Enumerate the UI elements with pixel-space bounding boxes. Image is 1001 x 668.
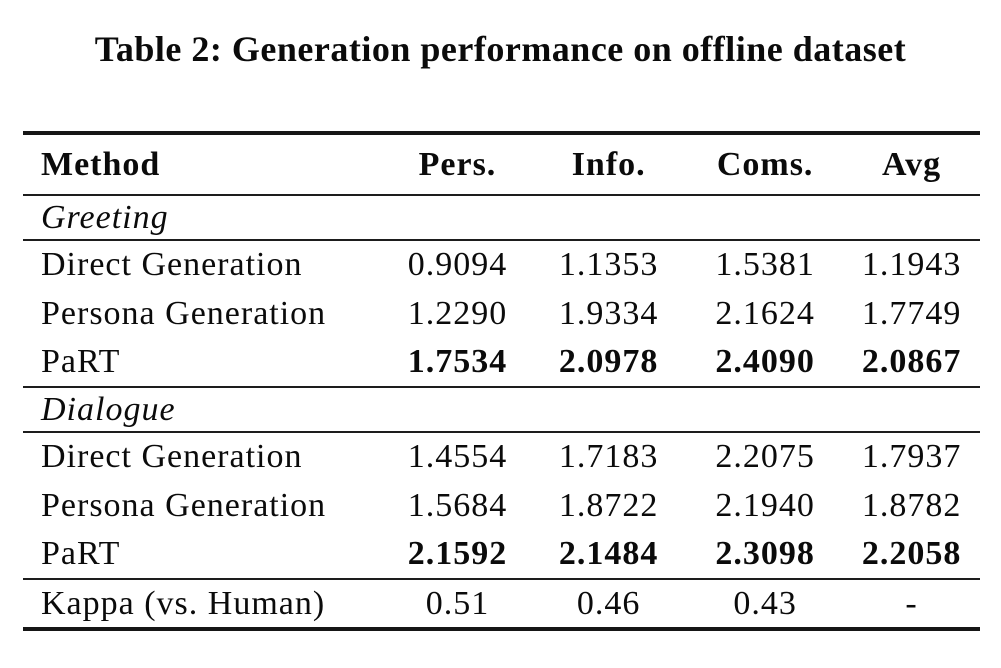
table-header-row: Method Pers. Info. Coms. Avg <box>23 133 980 196</box>
value-cell: 1.1353 <box>558 246 659 283</box>
value-cell: 0.9094 <box>407 246 508 283</box>
table-row-part: PaRT 1.7534 2.0978 2.4090 2.0867 <box>23 338 980 388</box>
column-header-info: Info. <box>530 133 688 196</box>
value-cell: 2.1624 <box>715 294 815 332</box>
method-cell: Kappa (vs. Human) <box>41 584 326 622</box>
value-cell: 0.46 <box>576 584 641 622</box>
table-row: Persona Generation 1.5684 1.8722 2.1940 … <box>23 481 980 530</box>
section-row-greeting: Greeting <box>23 195 980 241</box>
method-cell: Persona Generation <box>41 294 327 332</box>
value-cell: 1.9334 <box>558 294 659 332</box>
value-cell: 1.7183 <box>558 438 659 475</box>
column-header-avg: Avg <box>843 133 980 196</box>
method-cell: PaRT <box>23 530 385 580</box>
value-cell: 0.51 <box>425 584 490 622</box>
column-header-method: Method <box>23 133 385 196</box>
value-cell: 1.1943 <box>861 246 962 283</box>
section-label: Dialogue <box>23 387 980 433</box>
column-header-coms: Coms. <box>687 133 844 196</box>
table-caption: Table 2: Generation performance on offli… <box>94 29 907 69</box>
table-row: Persona Generation 1.2290 1.9334 2.1624 … <box>23 289 980 338</box>
value-cell: 2.0867 <box>843 338 980 388</box>
value-cell: 2.3098 <box>687 530 844 580</box>
section-row-dialogue: Dialogue <box>23 387 980 433</box>
column-header-pers: Pers. <box>384 133 531 196</box>
method-cell: Direct Generation <box>41 438 303 475</box>
value-cell: 1.7937 <box>861 438 962 475</box>
table-row-part: PaRT 2.1592 2.1484 2.3098 2.2058 <box>23 530 980 580</box>
value-cell: 1.5381 <box>715 246 815 283</box>
value-cell: 1.2290 <box>407 294 508 332</box>
value-cell: 2.2075 <box>715 438 815 475</box>
value-cell: - <box>905 584 918 622</box>
results-table: Method Pers. Info. Coms. Avg Greeting Di… <box>23 131 980 631</box>
value-cell: 2.4090 <box>687 338 844 388</box>
value-cell: 0.43 <box>733 584 797 622</box>
method-cell: Direct Generation <box>41 246 303 283</box>
section-label: Greeting <box>23 195 980 241</box>
method-cell: Persona Generation <box>41 486 327 524</box>
value-cell: 1.5684 <box>407 486 508 524</box>
value-cell: 2.1592 <box>384 530 531 580</box>
value-cell: 1.4554 <box>407 438 508 475</box>
method-cell: PaRT <box>23 338 385 388</box>
value-cell: 1.7749 <box>861 294 962 332</box>
table-row-kappa: Kappa (vs. Human) 0.51 0.46 0.43 - <box>23 579 980 629</box>
value-cell: 2.1484 <box>530 530 688 580</box>
value-cell: 1.7534 <box>384 338 531 388</box>
table-row: Direct Generation 1.4554 1.7183 2.2075 1… <box>23 432 980 481</box>
value-cell: 2.0978 <box>530 338 688 388</box>
table-row: Direct Generation 0.9094 1.1353 1.5381 1… <box>23 240 980 289</box>
value-cell: 2.1940 <box>715 486 815 524</box>
value-cell: 1.8782 <box>861 486 962 524</box>
value-cell: 2.2058 <box>843 530 980 580</box>
value-cell: 1.8722 <box>558 486 659 524</box>
